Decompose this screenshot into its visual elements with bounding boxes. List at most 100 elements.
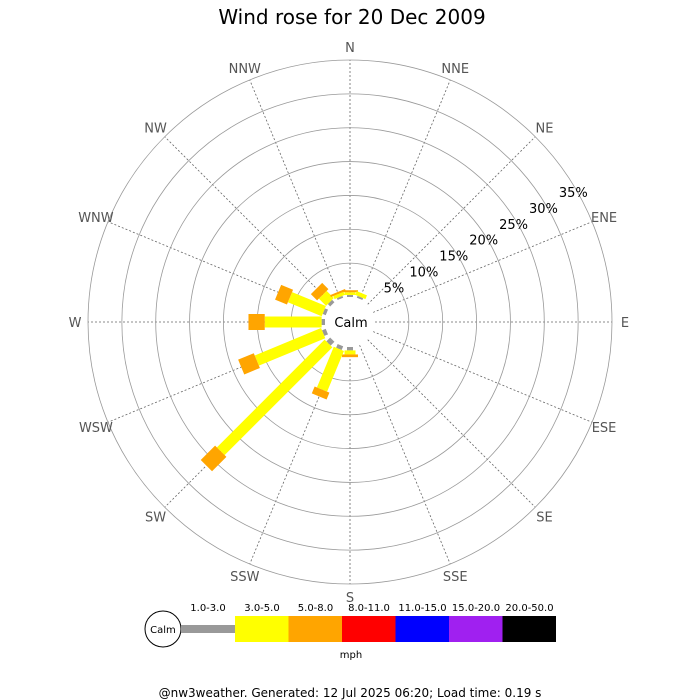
- legend-swatch: [342, 616, 396, 642]
- dir-label-w: W: [69, 316, 82, 331]
- grid-circle: [87, 59, 613, 585]
- spoke-ssw: [249, 344, 341, 565]
- bar-segment: [321, 319, 326, 325]
- bar-wnw-1.0-3.0: [322, 308, 329, 316]
- bar-segment: [287, 292, 326, 317]
- pct-label: 10%: [409, 265, 438, 280]
- bar-nne-1.0-3.0: [356, 295, 364, 301]
- grid-circle: [223, 195, 477, 449]
- dir-label-ene: ENE: [591, 211, 617, 226]
- bar-n-3.0-5.0: [344, 292, 356, 295]
- bar-s-5.0-8.0: [342, 354, 358, 358]
- bar-segment: [344, 350, 356, 355]
- dir-label-e: E: [621, 316, 629, 331]
- dir-label-wnw: WNW: [78, 211, 114, 226]
- bar-s-1.0-3.0: [347, 347, 353, 351]
- spoke-nw: [164, 136, 333, 305]
- dir-label-wsw: WSW: [79, 421, 113, 436]
- direction-labels: N NNE NE ENE E ESE SE SSE S SSW SW WSW W WNW NW NNW: [69, 41, 630, 606]
- chart-title: Wind rose for 20 Dec 2009: [218, 5, 485, 29]
- bar-segment: [347, 347, 353, 351]
- bar-nne-3.0-5.0: [355, 291, 367, 300]
- spoke-sw: [164, 339, 333, 508]
- bar-nnw-3.0-5.0: [333, 291, 345, 300]
- bar-segment: [200, 445, 227, 472]
- bar-segment: [336, 295, 344, 301]
- pct-label: 30%: [529, 202, 558, 217]
- dir-label-nw: NW: [144, 122, 167, 137]
- calm-center: Calm: [325, 297, 375, 347]
- bar-wsw-1.0-3.0: [322, 328, 329, 336]
- bar-segment: [355, 291, 367, 300]
- spoke-ne: [367, 136, 536, 305]
- pct-label: 35%: [559, 186, 588, 201]
- legend-swatch: [181, 625, 235, 633]
- spoke-wnw: [107, 221, 328, 313]
- spoke-ene: [372, 221, 593, 313]
- bar-sw-5.0-8.0: [200, 445, 227, 472]
- legend-units: mph: [340, 650, 362, 661]
- legend-swatch: [288, 616, 342, 642]
- dir-label-n: N: [345, 41, 355, 56]
- bar-segment: [316, 346, 344, 392]
- bar-nw-1.0-3.0: [327, 299, 335, 307]
- legend-swatch: [235, 616, 289, 642]
- bar-ssw-5.0-8.0: [311, 386, 330, 400]
- bar-wnw-5.0-8.0: [275, 284, 294, 305]
- bar-segment: [248, 314, 265, 330]
- dir-label-s: S: [346, 591, 354, 606]
- bar-segment: [347, 294, 353, 297]
- bar-segment: [342, 354, 358, 358]
- legend-swatch: [449, 616, 503, 642]
- pct-label: 5%: [384, 281, 405, 296]
- bar-sw-3.0-5.0: [216, 339, 333, 456]
- legend-label: 15.0-20.0: [452, 603, 500, 614]
- bar-s-3.0-5.0: [344, 350, 356, 355]
- spoke-sse: [359, 344, 451, 565]
- legend-label: 8.0-11.0: [348, 603, 390, 614]
- dir-label-nne: NNE: [441, 62, 469, 77]
- bar-nw-3.0-5.0: [318, 290, 334, 306]
- bar-segment: [327, 299, 335, 307]
- bar-segment: [326, 337, 335, 346]
- spoke-nne: [359, 79, 451, 300]
- bar-nnw-5.0-8.0: [330, 288, 346, 297]
- bar-segment: [344, 292, 356, 295]
- spoke-se: [367, 339, 536, 508]
- bar-ssw-3.0-5.0: [316, 346, 344, 392]
- bar-segment: [275, 284, 294, 305]
- bar-w-5.0-8.0: [248, 314, 265, 330]
- bar-wsw-3.0-5.0: [254, 328, 326, 366]
- bar-wnw-3.0-5.0: [287, 292, 326, 317]
- spoke-nnw: [249, 79, 341, 300]
- bar-segment: [216, 339, 333, 456]
- legend-label: 1.0-3.0: [190, 603, 225, 614]
- bar-segment: [322, 308, 329, 316]
- spoke-wsw: [107, 331, 328, 423]
- bar-segment: [311, 386, 330, 400]
- bar-ssw-1.0-3.0: [336, 343, 344, 350]
- bar-w-1.0-3.0: [321, 319, 326, 325]
- calm-circle: [325, 297, 375, 347]
- legend-label: 5.0-8.0: [298, 603, 333, 614]
- bar-n-1.0-3.0: [347, 294, 353, 297]
- bar-segment: [342, 290, 358, 293]
- legend-swatch: [395, 616, 449, 642]
- pct-label: 25%: [499, 218, 528, 233]
- bar-segment: [254, 328, 326, 366]
- bar-segment: [356, 295, 364, 301]
- bar-w-3.0-5.0: [264, 316, 322, 328]
- legend-swatch: [502, 616, 556, 642]
- spoke-ese: [372, 331, 593, 423]
- bar-nnw-1.0-3.0: [336, 295, 344, 301]
- bar-nw-5.0-8.0: [310, 282, 329, 301]
- bar-n-5.0-8.0: [342, 290, 358, 293]
- dir-label-nnw: NNW: [229, 62, 261, 77]
- bar-segment: [336, 343, 344, 350]
- bar-segment: [238, 353, 260, 375]
- bar-segment: [322, 328, 329, 336]
- bar-segment: [264, 316, 322, 328]
- dir-label-ssw: SSW: [230, 570, 260, 585]
- bar-sw-1.0-3.0: [326, 337, 335, 346]
- bar-wsw-5.0-8.0: [238, 353, 260, 375]
